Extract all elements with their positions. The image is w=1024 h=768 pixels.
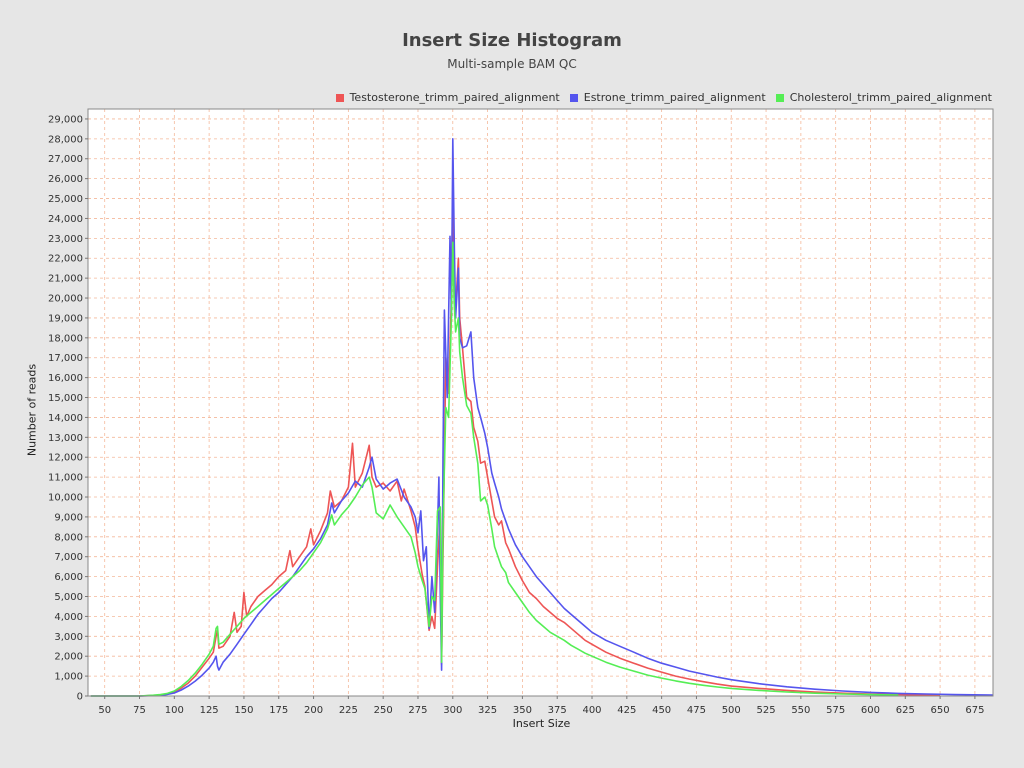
- x-tick-label: 575: [826, 705, 845, 716]
- series-line-estrone: [90, 138, 994, 697]
- y-tick-label: 7,000: [54, 552, 83, 563]
- y-tick-label: 19,000: [48, 313, 83, 324]
- y-tick-label: 13,000: [48, 433, 83, 444]
- x-tick-label: 300: [443, 705, 462, 716]
- x-tick-label: 175: [269, 705, 288, 716]
- x-tick-label: 500: [722, 705, 741, 716]
- y-tick-label: 22,000: [48, 254, 83, 265]
- y-tick-label: 10,000: [48, 493, 83, 504]
- y-tick-label: 24,000: [48, 214, 83, 225]
- y-tick-label: 0: [77, 692, 83, 703]
- chart-title: Insert Size Histogram: [402, 30, 622, 51]
- y-tick-label: 16,000: [48, 373, 83, 384]
- y-tick-label: 5,000: [54, 592, 83, 603]
- series-line-cholesterol: [90, 241, 899, 697]
- x-tick-label: 625: [896, 705, 915, 716]
- y-tick-label: 25,000: [48, 194, 83, 205]
- y-tick-label: 26,000: [48, 174, 83, 185]
- legend-label-cholesterol: Cholesterol_trimm_paired_alignment: [789, 91, 992, 104]
- x-axis-label: Insert Size: [512, 717, 571, 730]
- legend-swatch-estrone: [569, 93, 578, 102]
- y-tick-label: 6,000: [54, 572, 83, 583]
- y-tick-label: 1,000: [54, 672, 83, 683]
- x-tick-label: 475: [687, 705, 706, 716]
- legend-item-estrone[interactable]: Estrone_trimm_paired_alignment: [569, 91, 766, 104]
- y-tick-label: 9,000: [54, 512, 83, 523]
- y-tick-label: 15,000: [48, 393, 83, 404]
- x-tick-label: 400: [582, 705, 601, 716]
- x-tick-label: 675: [965, 705, 984, 716]
- x-tick-label: 600: [861, 705, 880, 716]
- legend-label-testosterone: Testosterone_trimm_paired_alignment: [349, 91, 560, 104]
- y-tick-label: 2,000: [54, 652, 83, 663]
- y-tick-label: 28,000: [48, 134, 83, 145]
- y-tick-label: 20,000: [48, 294, 83, 305]
- x-tick-label: 275: [408, 705, 427, 716]
- x-tick-label: 50: [98, 705, 111, 716]
- x-tick-label: 325: [478, 705, 497, 716]
- x-tick-label: 550: [791, 705, 810, 716]
- x-tick-label: 250: [374, 705, 393, 716]
- x-tick-label: 350: [513, 705, 532, 716]
- x-tick-label: 375: [548, 705, 567, 716]
- legend-swatch-cholesterol: [775, 93, 784, 102]
- x-tick-label: 125: [200, 705, 219, 716]
- y-tick-label: 8,000: [54, 532, 83, 543]
- legend: Testosterone_trimm_paired_alignment Estr…: [335, 91, 992, 104]
- y-tick-label: 11,000: [48, 473, 83, 484]
- x-tick-label: 100: [165, 705, 184, 716]
- y-tick-label: 29,000: [48, 114, 83, 125]
- series-line-testosterone: [90, 187, 941, 697]
- legend-item-testosterone[interactable]: Testosterone_trimm_paired_alignment: [335, 91, 560, 104]
- y-tick-label: 27,000: [48, 154, 83, 165]
- x-tick-label: 450: [652, 705, 671, 716]
- y-tick-label: 18,000: [48, 333, 83, 344]
- y-tick-label: 3,000: [54, 632, 83, 643]
- x-tick-label: 75: [133, 705, 146, 716]
- y-tick-label: 21,000: [48, 274, 83, 285]
- y-tick-label: 4,000: [54, 612, 83, 623]
- y-tick-label: 12,000: [48, 453, 83, 464]
- x-tick-label: 425: [617, 705, 636, 716]
- x-tick-label: 525: [757, 705, 776, 716]
- x-tick-label: 650: [931, 705, 950, 716]
- plot-background: [88, 109, 993, 696]
- y-tick-label: 17,000: [48, 353, 83, 364]
- x-tick-label: 150: [234, 705, 253, 716]
- plot-border: [87, 108, 994, 697]
- x-tick-label: 200: [304, 705, 323, 716]
- x-tick-label: 225: [339, 705, 358, 716]
- legend-item-cholesterol[interactable]: Cholesterol_trimm_paired_alignment: [775, 91, 992, 104]
- y-tick-label: 14,000: [48, 413, 83, 424]
- chart-subtitle: Multi-sample BAM QC: [447, 57, 577, 71]
- y-tick-label: 23,000: [48, 234, 83, 245]
- legend-swatch-testosterone: [335, 93, 344, 102]
- legend-label-estrone: Estrone_trimm_paired_alignment: [583, 91, 766, 104]
- y-axis-label: Number of reads: [25, 363, 39, 457]
